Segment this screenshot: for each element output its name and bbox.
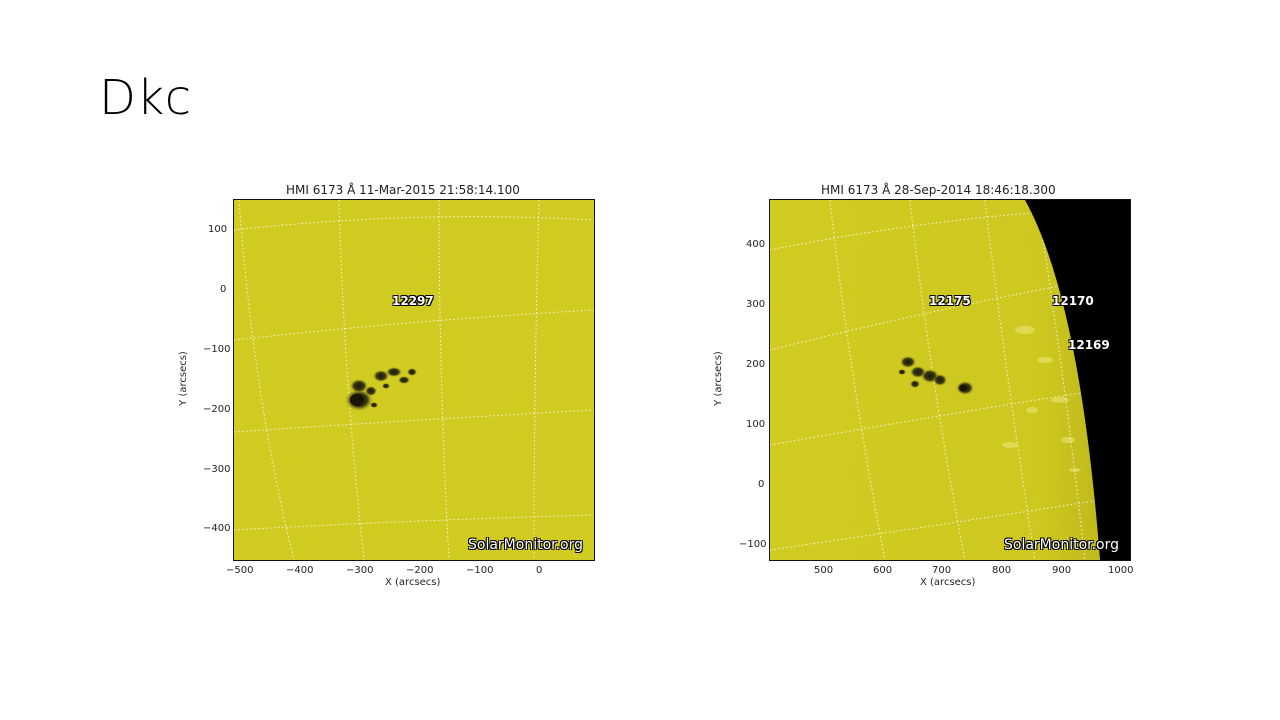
x-tick: −300 — [346, 565, 374, 576]
x-tick: −200 — [406, 565, 434, 576]
y-tick: 200 — [746, 359, 766, 370]
x-tick: −100 — [466, 565, 494, 576]
y-tick: −300 — [203, 464, 231, 475]
x-tick: 900 — [1052, 565, 1072, 576]
y-tick: 0 — [220, 284, 227, 295]
coordinate-grid — [234, 200, 594, 560]
left-panel-title: HMI 6173 Å 11-Mar-2015 21:58:14.100 — [286, 183, 520, 197]
faculae — [1002, 326, 1081, 472]
x-tick: 700 — [932, 565, 952, 576]
x-tick: 500 — [814, 565, 834, 576]
granulation-texture — [234, 200, 594, 560]
x-axis-label: X (arcsecs) — [385, 577, 441, 588]
right-panel-title: HMI 6173 Å 28-Sep-2014 18:46:18.300 — [821, 183, 1056, 197]
y-tick: −400 — [203, 523, 231, 534]
x-tick: −400 — [286, 565, 314, 576]
y-tick: 400 — [746, 239, 766, 250]
x-tick: 600 — [873, 565, 893, 576]
coordinate-grid — [770, 200, 1100, 560]
region-label-12170: 12170 — [1052, 294, 1094, 308]
y-tick: −100 — [739, 539, 767, 550]
right-solar-svg — [770, 200, 1130, 560]
y-tick: 300 — [746, 299, 766, 310]
x-tick: 800 — [992, 565, 1012, 576]
y-tick: −200 — [203, 404, 231, 415]
right-watermark: SolarMonitor.org — [1004, 537, 1120, 553]
y-axis-label: Y (arcsecs) — [712, 351, 724, 406]
slide-title: Dkc — [99, 70, 192, 126]
x-tick: 1000 — [1108, 565, 1134, 576]
y-tick: 100 — [746, 419, 766, 430]
y-tick: 100 — [208, 224, 228, 235]
left-watermark: SolarMonitor.org — [468, 537, 584, 553]
x-axis-label: X (arcsecs) — [920, 577, 976, 588]
left-solar-svg — [234, 200, 594, 560]
region-label-12175: 12175 — [929, 294, 971, 308]
right-solar-image: 12175 12170 12169 SolarMonitor.org — [769, 199, 1131, 561]
x-tick: 0 — [536, 565, 543, 576]
y-tick: −100 — [203, 344, 231, 355]
y-tick: 0 — [758, 479, 765, 490]
y-axis-label: Y (arcsecs) — [177, 351, 189, 406]
x-tick: −500 — [226, 565, 254, 576]
sunspot-group — [898, 356, 974, 395]
sunspot-group — [345, 367, 417, 411]
region-label-12297: 12297 — [392, 294, 434, 308]
left-solar-image: 12297 SolarMonitor.org — [233, 199, 595, 561]
solar-disk — [770, 200, 1100, 560]
region-label-12169: 12169 — [1068, 338, 1110, 352]
